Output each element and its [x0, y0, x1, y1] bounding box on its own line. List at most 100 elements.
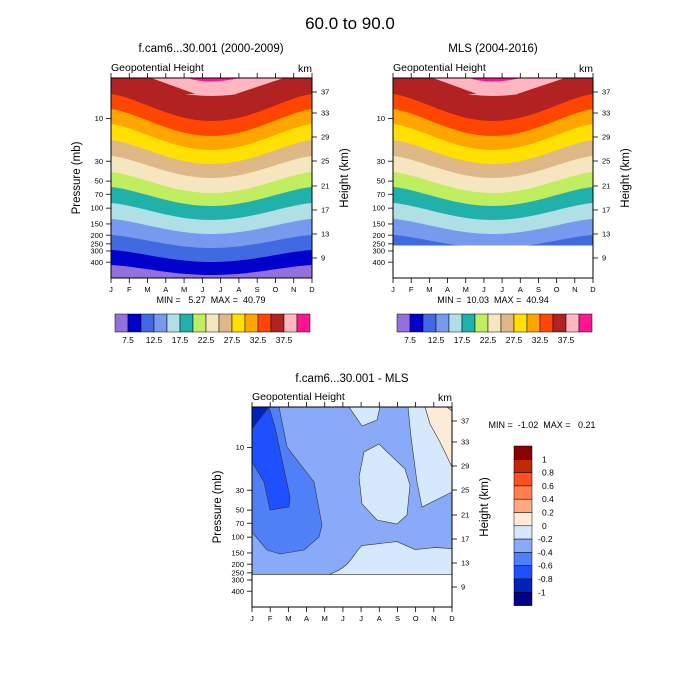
figure-title: 60.0 to 90.0: [305, 14, 395, 33]
colorbar-label: 1: [542, 454, 547, 464]
contour-band: [251, 406, 291, 511]
contour-field: [393, 78, 593, 246]
x-tick-label: A: [304, 614, 309, 623]
panel-title: MLS (2004-2016): [448, 43, 538, 55]
colorbar-box: [513, 578, 533, 593]
colorbar-label: 22.5: [480, 335, 497, 345]
colorbar-box: [513, 525, 533, 540]
colorbar-label: 37.5: [558, 335, 575, 345]
x-tick-label: M: [181, 285, 187, 294]
colorbar-box: [396, 313, 411, 333]
y-tick-label: 50: [236, 506, 244, 515]
colorbar-label: 32.5: [532, 335, 549, 345]
x-tick-label: J: [200, 285, 204, 294]
contour-band: [393, 219, 593, 246]
colorbar-box: [500, 313, 515, 333]
y-tick-label: 150: [231, 549, 244, 558]
colorbar-box: [283, 313, 298, 333]
contour-band: [151, 78, 284, 94]
y-tick-label: 70: [377, 190, 385, 199]
min-max-label: MIN = 10.03 MAX = 40.94: [437, 295, 549, 305]
y-axis-title: Pressure (mb): [71, 141, 83, 214]
plot-frame: [110, 77, 313, 279]
y-tick-right-label: 17: [321, 206, 329, 215]
contour-band: [111, 265, 312, 278]
x-tick-label: J: [500, 285, 504, 294]
colorbar-label: 12.5: [146, 335, 163, 345]
x-tick-label: A: [236, 285, 241, 294]
colorbar-label: -0.6: [538, 561, 553, 571]
x-tick-label: J: [391, 285, 395, 294]
x-tick-label: J: [341, 614, 345, 623]
colorbar-box: [448, 313, 463, 333]
colorbar-box: [513, 485, 533, 500]
colorbar-label: 7.5: [122, 335, 134, 345]
y-tick-right-label: 21: [602, 182, 610, 191]
colorbar-label: 12.5: [428, 335, 445, 345]
x-tick-label: M: [426, 285, 432, 294]
x-tick-label: N: [572, 285, 577, 294]
colorbar-box: [218, 313, 233, 333]
colorbar-box: [539, 313, 554, 333]
x-tick-label: M: [144, 285, 150, 294]
y-tick-right-label: 29: [321, 133, 329, 142]
x-tick-label: F: [127, 285, 132, 294]
x-tick-label: J: [109, 285, 113, 294]
colorbar-label: -0.2: [538, 534, 553, 544]
y-tick-label: 400: [372, 258, 385, 267]
y-tick-label: 100: [90, 204, 103, 213]
y-axis-title-right: Height (km): [339, 148, 351, 208]
colorbar-box: [513, 459, 533, 473]
x-tick-label: A: [445, 285, 450, 294]
y-tick-label: 250: [90, 239, 103, 248]
colorbar-box: [526, 313, 541, 333]
y-tick-right-label: 33: [602, 109, 610, 118]
y-tick-label: 150: [372, 220, 385, 229]
y-tick-label: 10: [236, 443, 244, 452]
colorbar-box: [422, 313, 437, 333]
y-axis-title: Pressure (mb): [212, 470, 224, 543]
y-tick-label: 100: [231, 533, 244, 542]
y-tick-right-label: 29: [461, 462, 469, 471]
y-tick-label: 300: [372, 247, 385, 256]
panel-difference: f.cam6...30.001 - MLS Geopotential Heigh…: [212, 373, 596, 623]
colorbar-label: 27.5: [224, 335, 241, 345]
colorbar-box: [513, 592, 533, 606]
contour-field: [111, 78, 312, 278]
contour-band: [358, 443, 411, 525]
x-tick-label: M: [463, 285, 469, 294]
y-tick-label: 10: [377, 114, 385, 123]
colorbar-label: 7.5: [404, 335, 416, 345]
contour-band: [187, 78, 240, 82]
x-tick-label: D: [449, 614, 455, 623]
colorbar-box: [461, 313, 476, 333]
right-string: km: [298, 63, 312, 75]
colorbar-label: 17.5: [172, 335, 189, 345]
y-tick-label: 150: [90, 220, 103, 229]
colorbar-box: [205, 313, 220, 333]
colorbar-box: [140, 313, 155, 333]
y-tick-right-label: 37: [602, 88, 610, 97]
colorbar-box: [257, 313, 272, 333]
colorbar-box: [552, 313, 567, 333]
panel-model: f.cam6...30.001 (2000-2009) Geopotential…: [71, 43, 351, 345]
colorbar-box: [166, 313, 181, 333]
colorbar-box: [153, 313, 168, 333]
y-tick-label: 50: [377, 177, 385, 186]
x-tick-label: J: [482, 285, 486, 294]
x-tick-label: A: [518, 285, 523, 294]
y-tick-label: 30: [236, 486, 244, 495]
y-tick-label: 30: [377, 157, 385, 166]
y-tick-label: 100: [372, 204, 385, 213]
colorbar-label: -1: [538, 587, 546, 597]
y-tick-right-label: 37: [321, 88, 329, 97]
colorbar-box: [487, 313, 502, 333]
colorbar-box: [578, 313, 593, 333]
colorbar-box: [296, 313, 311, 333]
x-tick-label: O: [554, 285, 560, 294]
y-tick-right-label: 17: [461, 535, 469, 544]
colorbar-box: [114, 313, 129, 333]
colorbar-box: [513, 498, 533, 513]
y-tick-right-label: 25: [461, 486, 469, 495]
